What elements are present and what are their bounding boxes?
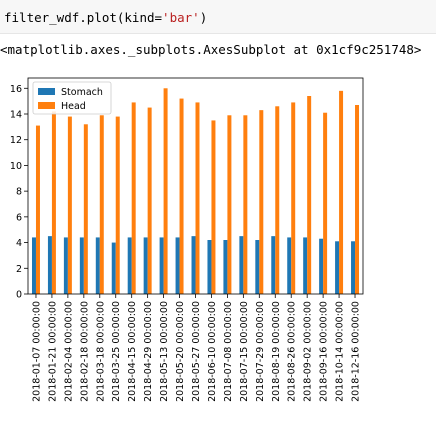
y-tick-label-10: 10	[10, 161, 22, 172]
x-tick-label-15: 2018-08-19 00:00:00	[271, 301, 282, 402]
bar-head-13	[243, 115, 248, 295]
bar-head-18	[323, 112, 328, 294]
x-tick-label-12: 2018-07-08 00:00:00	[223, 301, 234, 402]
code-string: 'bar'	[162, 10, 200, 25]
x-tick-label-8: 2018-05-13 00:00:00	[159, 301, 170, 402]
bar-stomach-8	[159, 237, 164, 294]
y-tick-label-0: 0	[16, 290, 22, 301]
x-tick-label-7: 2018-04-29 00:00:00	[143, 301, 154, 402]
y-tick-label-8: 8	[16, 187, 22, 198]
x-tick-label-9: 2018-05-20 00:00:00	[175, 301, 186, 402]
bar-head-8	[163, 88, 168, 295]
bar-stomach-18	[319, 238, 324, 294]
bar-stomach-0	[31, 237, 36, 294]
bar-stomach-6	[127, 237, 132, 294]
bar-stomach-19	[335, 241, 340, 294]
x-tick-label-17: 2018-09-02 00:00:00	[303, 301, 314, 402]
x-tick-label-11: 2018-06-10 00:00:00	[207, 301, 218, 402]
bar-head-20	[355, 105, 360, 294]
bar-head-1	[51, 111, 56, 294]
code-text: filter_wdf.plot(kind=	[4, 10, 163, 25]
output-text: <matplotlib.axes._subplots.AxesSubplot a…	[0, 42, 422, 57]
x-tick-label-5: 2018-03-25 00:00:00	[111, 301, 122, 402]
bar-stomach-10	[191, 236, 196, 294]
bar-head-9	[179, 98, 184, 294]
bar-head-14	[259, 110, 264, 295]
legend-swatch-head	[38, 102, 55, 109]
bar-head-11	[211, 120, 216, 294]
bar-head-5	[115, 116, 120, 294]
y-tick-label-2: 2	[16, 264, 22, 275]
x-tick-label-20: 2018-12-16 00:00:00	[351, 301, 362, 402]
legend-label-head: Head	[61, 101, 86, 112]
y-tick-label-14: 14	[10, 110, 22, 121]
x-tick-label-18: 2018-09-16 00:00:00	[319, 301, 330, 402]
bar-head-7	[147, 107, 152, 294]
x-tick-label-10: 2018-05-27 00:00:00	[191, 301, 202, 402]
bar-stomach-5	[111, 242, 116, 294]
bar-stomach-12	[223, 240, 228, 294]
bar-stomach-13	[239, 236, 244, 294]
legend-swatch-stomach	[38, 88, 55, 95]
bar-stomach-4	[95, 237, 100, 294]
y-tick-label-12: 12	[10, 135, 22, 146]
bar-head-17	[307, 96, 312, 294]
bar-head-4	[99, 115, 104, 295]
bar-stomach-16	[287, 237, 292, 294]
bar-head-3	[83, 124, 88, 295]
y-tick-label-16: 16	[10, 84, 22, 95]
bar-stomach-17	[303, 237, 308, 294]
y-tick-label-6: 6	[16, 212, 22, 223]
x-tick-label-2: 2018-02-04 00:00:00	[63, 301, 74, 402]
code-line[interactable]: filter_wdf.plot(kind='bar')	[4, 10, 207, 25]
x-tick-label-4: 2018-03-18 00:00:00	[95, 301, 106, 402]
bar-stomach-7	[143, 237, 148, 294]
x-tick-label-19: 2018-10-14 00:00:00	[335, 301, 346, 402]
x-tick-label-0: 2018-01-07 00:00:00	[31, 301, 42, 402]
bar-head-15	[275, 106, 280, 295]
code-suffix: )	[199, 10, 208, 25]
x-tick-label-3: 2018-02-18 00:00:00	[79, 301, 90, 402]
code-cell[interactable]: filter_wdf.plot(kind='bar')	[0, 0, 436, 34]
bar-stomach-20	[351, 241, 356, 294]
y-tick-label-4: 4	[16, 238, 22, 249]
bar-head-6	[131, 102, 136, 294]
legend-label-stomach: Stomach	[61, 87, 103, 98]
bar-head-19	[339, 90, 344, 294]
bar-stomach-2	[63, 237, 68, 294]
x-tick-label-13: 2018-07-15 00:00:00	[239, 301, 250, 402]
bar-stomach-11	[207, 240, 212, 294]
x-tick-label-14: 2018-07-29 00:00:00	[255, 301, 266, 402]
bar-stomach-9	[175, 237, 180, 294]
bar-head-0	[35, 125, 40, 294]
bar-head-10	[195, 102, 200, 294]
x-tick-label-16: 2018-08-26 00:00:00	[287, 301, 298, 402]
bar-head-12	[227, 115, 232, 295]
bar-head-2	[67, 116, 72, 294]
bar-stomach-1	[47, 236, 52, 294]
bar-stomach-14	[255, 240, 260, 294]
bar-head-16	[291, 102, 296, 294]
bar-stomach-3	[79, 237, 84, 294]
x-tick-label-6: 2018-04-15 00:00:00	[127, 301, 138, 402]
bar-stomach-15	[271, 236, 276, 294]
x-tick-label-1: 2018-01-21 00:00:00	[47, 301, 58, 402]
